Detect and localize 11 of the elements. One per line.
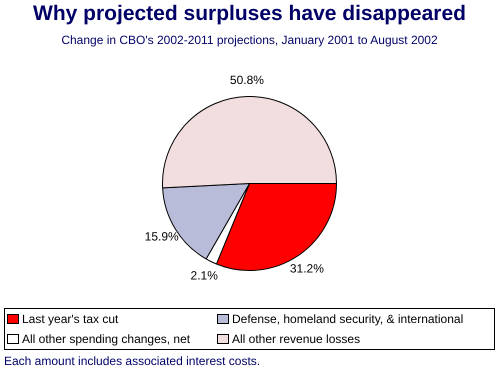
data-label: 15.9%	[144, 230, 180, 244]
text: Each amount includes associated interest costs.	[4, 354, 260, 368]
chart-title: Why projected surpluses have disappeared	[32, 2, 467, 26]
chart-subtitle: Change in CBO's 2002-2011 projections, January 2001 to August 2002	[60, 33, 439, 47]
legend-label: All other revenue losses	[232, 332, 360, 346]
data-label: 2.1%	[190, 268, 218, 282]
data-label: 50.8%	[230, 72, 264, 87]
legend-label: Last year's tax cut	[22, 312, 118, 326]
legend-label: All other spending changes, net	[22, 332, 190, 346]
data-label: 31.2%	[290, 261, 324, 276]
legend-label: Defense, homeland security, & international	[232, 312, 464, 326]
